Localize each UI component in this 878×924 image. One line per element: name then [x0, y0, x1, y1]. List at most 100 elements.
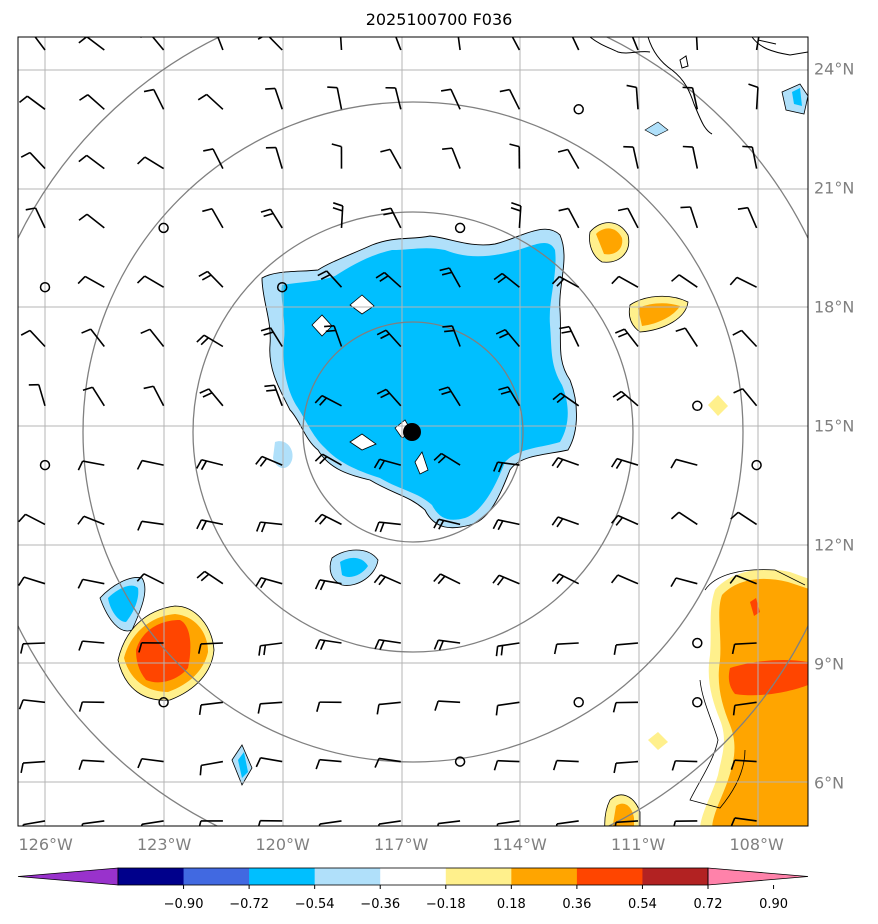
wind-barb	[695, 37, 699, 51]
wind-barb	[376, 388, 402, 407]
wind-barb	[737, 206, 758, 229]
wind-barb	[671, 760, 698, 771]
lon-label: 120°W	[255, 835, 310, 854]
coastline	[589, 37, 808, 135]
wind-barb	[197, 93, 224, 110]
wind-barb	[730, 511, 758, 526]
wind-barb	[39, 459, 51, 471]
wind-barb	[442, 325, 461, 347]
wind-barb	[265, 87, 283, 110]
wind-barb	[78, 640, 105, 651]
wind-barb	[732, 701, 757, 716]
colorbar-tick-label: −0.72	[229, 897, 269, 912]
wind-barb	[20, 760, 46, 774]
wind-barb	[551, 516, 579, 528]
wind-barb	[258, 642, 283, 656]
wind-barb	[495, 701, 520, 716]
lat-label: 9°N	[814, 654, 844, 673]
wind-barb	[670, 458, 698, 469]
wind-barb	[19, 95, 46, 110]
wind-barb	[378, 820, 401, 826]
wind-barb	[196, 570, 224, 585]
wind-barb	[339, 37, 343, 51]
wind-barb	[18, 576, 46, 587]
wind-barb	[682, 86, 699, 110]
colorbar-bin	[249, 868, 316, 885]
wind-barb	[137, 520, 164, 531]
colorbar-bin	[380, 868, 447, 885]
lat-label: 15°N	[814, 417, 854, 436]
wind-barb	[571, 37, 580, 51]
wind-barb	[670, 577, 698, 588]
range-ring-2	[192, 211, 634, 653]
colorbar-extend-low	[17, 867, 119, 886]
wind-barb	[158, 222, 169, 234]
wind-barb	[255, 521, 283, 533]
wind-barb	[264, 384, 283, 407]
field-shading	[99, 83, 808, 826]
wind-barb	[433, 573, 461, 585]
wind-barb	[376, 329, 402, 348]
wind-barb	[555, 820, 579, 826]
wind-barb	[496, 820, 520, 826]
colorbar-bin	[642, 868, 709, 885]
wind-barb	[380, 207, 402, 229]
wind-barb	[495, 642, 520, 657]
wind-barb	[509, 143, 521, 169]
colorbar-bin	[183, 868, 250, 885]
colorbar: −0.90 −0.72 −0.54 −0.36 −0.18 0.18 0.36 0.54 0.7…	[17, 867, 809, 912]
wind-barb	[499, 88, 521, 110]
wind-barb	[495, 328, 521, 348]
wind-barb	[493, 461, 520, 473]
wind-barb	[140, 820, 164, 826]
wind-barb	[78, 154, 105, 170]
wind-barb	[257, 37, 283, 51]
wind-barb	[626, 84, 639, 110]
lat-label: 12°N	[814, 535, 854, 554]
map-frame	[17, 36, 809, 827]
storm-center-marker	[403, 423, 421, 441]
wind-barb	[265, 146, 283, 169]
wind-barb	[617, 207, 639, 229]
wind-barb	[551, 573, 580, 585]
wind-barb	[260, 208, 283, 229]
wind-barb	[692, 637, 703, 649]
wind-barb	[79, 94, 105, 110]
wind-barb	[553, 642, 579, 655]
colorbar-tick-label: 0.36	[562, 897, 591, 912]
wind-barb	[433, 452, 461, 466]
wind-barb	[623, 145, 639, 169]
wind-barb	[314, 513, 342, 526]
wind-barb	[692, 697, 703, 708]
wind-barb	[136, 459, 164, 470]
wind-barb	[510, 201, 522, 228]
wind-barb	[454, 756, 466, 767]
wind-barb	[498, 386, 521, 407]
lon-label: 117°W	[374, 835, 429, 854]
wind-barb	[81, 328, 105, 347]
wind-barb	[143, 88, 165, 110]
wind-barb	[552, 392, 580, 407]
wind-barb	[138, 641, 164, 653]
wind-barb	[81, 820, 105, 826]
lat-label: 21°N	[814, 179, 854, 198]
wind-barb	[18, 699, 46, 710]
wind-barb	[438, 386, 461, 407]
wind-barb	[217, 37, 224, 51]
wind-barb	[755, 37, 760, 51]
wind-barb	[199, 760, 224, 776]
wind-barb	[197, 642, 223, 654]
colorbar-frame	[117, 867, 709, 886]
colorbar-tick-label: 0.54	[628, 897, 657, 912]
wind-barb	[140, 328, 165, 347]
wind-barb	[255, 455, 283, 467]
wind-barb	[729, 276, 757, 288]
wind-barb	[314, 579, 342, 591]
wind-barb	[136, 275, 165, 288]
wind-barb	[198, 270, 224, 288]
wind-barb	[610, 574, 639, 585]
colorbar-tick-label: −0.90	[164, 897, 204, 912]
wind-barb	[631, 37, 639, 51]
wind-barb	[25, 207, 46, 229]
lon-label: 108°W	[729, 835, 784, 854]
